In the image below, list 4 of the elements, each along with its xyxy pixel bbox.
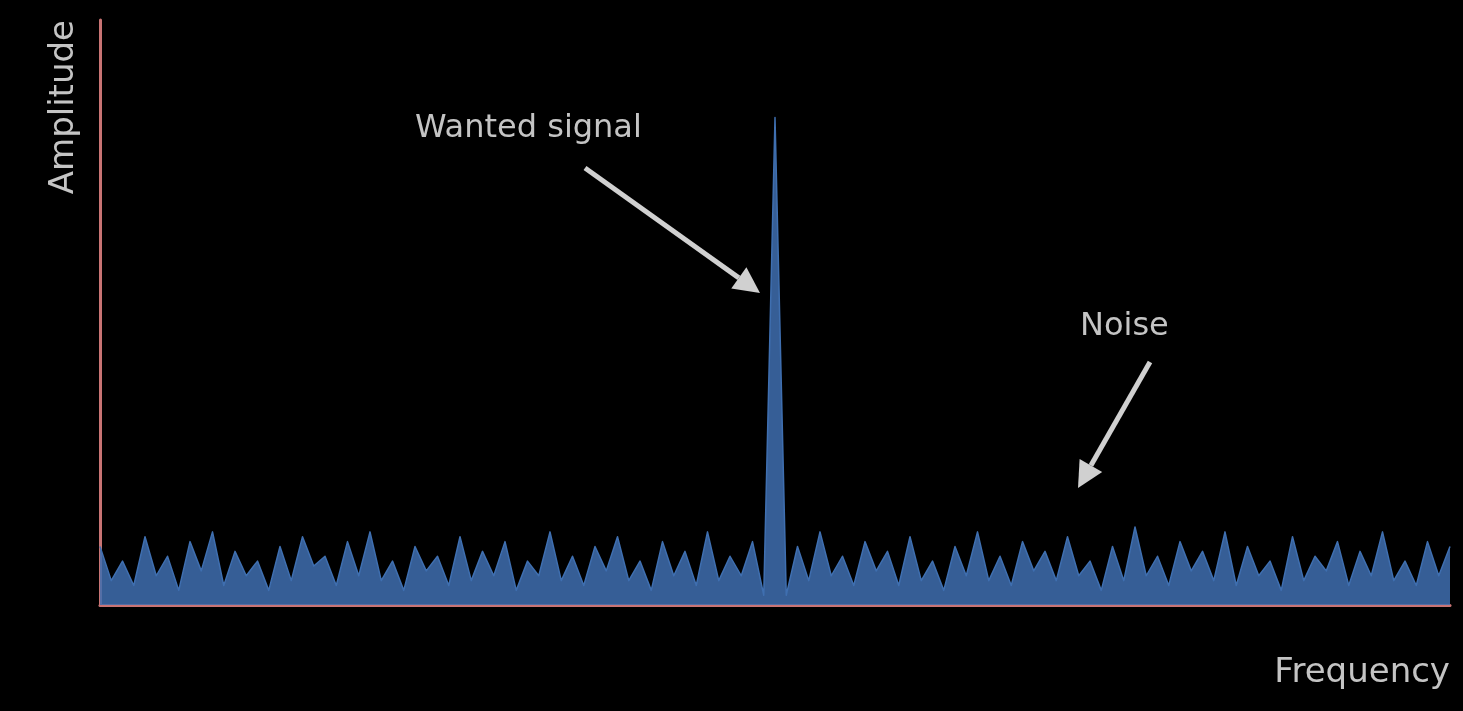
x-axis-title: Frequency xyxy=(1274,650,1450,690)
annotation: Noise xyxy=(1080,305,1169,343)
y-axis-title: Amplitude xyxy=(41,20,81,195)
annotation: Wanted signal xyxy=(415,107,642,145)
